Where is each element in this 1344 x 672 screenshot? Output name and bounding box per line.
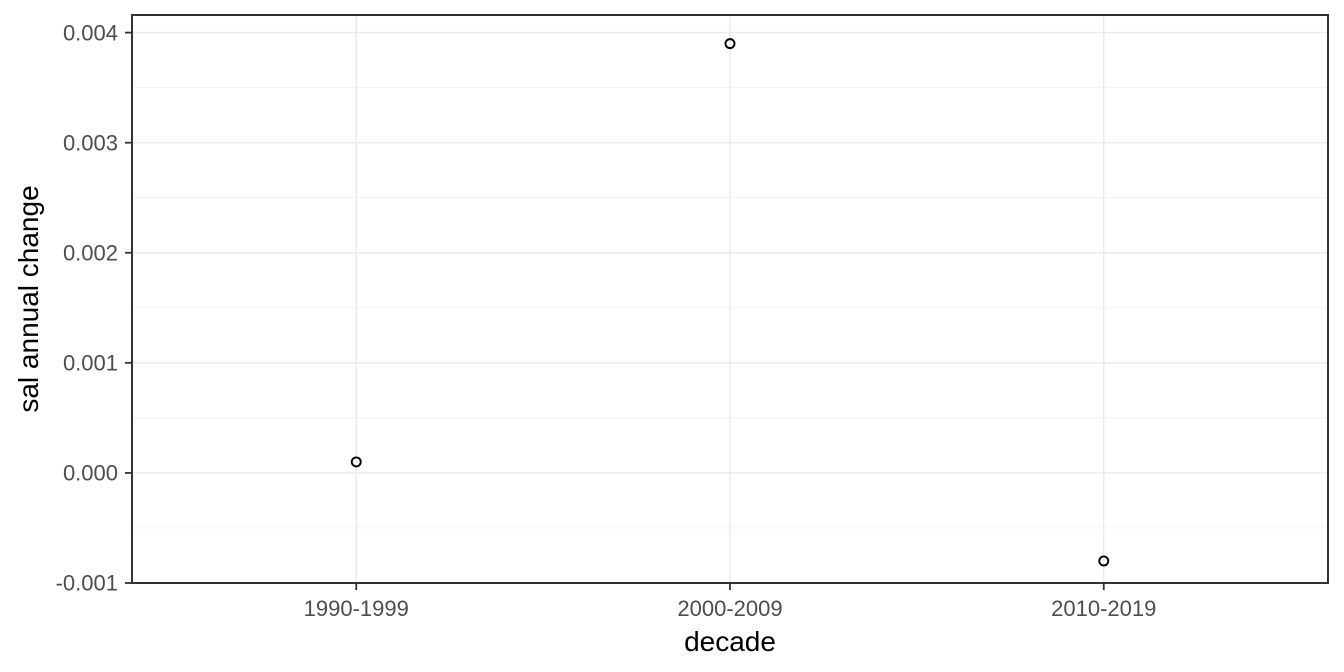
x-tick-label: 1990-1999	[304, 596, 409, 621]
y-axis-title: sal annual change	[13, 185, 44, 412]
x-tick-label: 2000-2009	[677, 596, 782, 621]
y-tick-label: -0.001	[56, 571, 118, 596]
data-point	[1098, 555, 1110, 567]
y-tick-label: 0.003	[63, 130, 118, 155]
y-tick-label: 0.000	[63, 461, 118, 486]
y-tick-label: 0.002	[63, 240, 118, 265]
y-tick-label: 0.001	[63, 351, 118, 376]
plot-panel: -0.001 0.000 0.001 0.002 0.003 0.004 1990-1999…	[56, 14, 1329, 621]
data-point	[724, 38, 736, 50]
data-point	[350, 456, 362, 468]
x-tick-label: 2010-2019	[1051, 596, 1156, 621]
x-axis-title: decade	[684, 626, 776, 657]
y-tick-label: 0.004	[63, 20, 118, 45]
